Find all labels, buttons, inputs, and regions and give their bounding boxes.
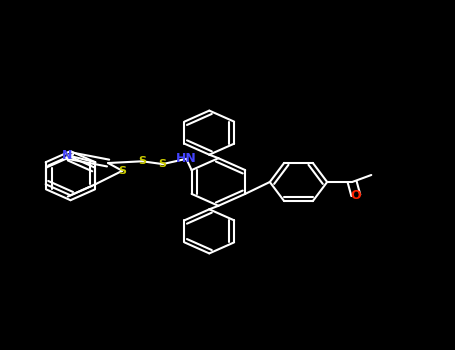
Text: S: S (159, 159, 167, 169)
Text: N: N (62, 149, 73, 162)
Text: HN: HN (176, 152, 197, 165)
Text: S: S (138, 156, 146, 166)
Text: O: O (350, 189, 361, 202)
Text: S: S (118, 166, 126, 176)
